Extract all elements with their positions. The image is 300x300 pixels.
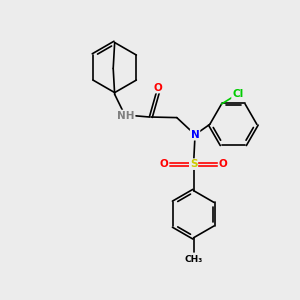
Text: N: N [191, 130, 200, 140]
Text: O: O [154, 82, 163, 93]
Text: O: O [160, 159, 169, 169]
Text: Cl: Cl [232, 89, 243, 99]
Text: CH₃: CH₃ [184, 255, 203, 264]
Text: NH: NH [117, 110, 135, 121]
Text: O: O [219, 159, 227, 169]
Text: S: S [190, 159, 197, 169]
